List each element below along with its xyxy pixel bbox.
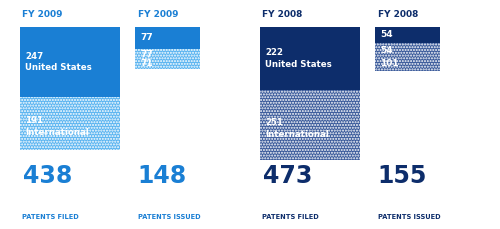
Text: PATENTS ISSUED: PATENTS ISSUED [378, 214, 440, 220]
Text: 71: 71 [140, 59, 152, 68]
Text: 222
United States: 222 United States [265, 48, 332, 69]
Bar [135, 49, 200, 69]
Text: 101: 101 [380, 59, 398, 68]
Bar [260, 90, 360, 160]
Bar [375, 43, 440, 71]
Text: FY 2008: FY 2008 [262, 11, 303, 19]
Text: PATENTS FILED: PATENTS FILED [22, 214, 79, 220]
Bar [375, 43, 440, 71]
Text: 77: 77 [140, 50, 153, 59]
Bar [20, 97, 120, 150]
Bar [135, 49, 200, 69]
Bar [375, 27, 440, 43]
Text: 438: 438 [22, 164, 72, 188]
Text: FY 2009: FY 2009 [22, 11, 63, 19]
Text: PATENTS ISSUED: PATENTS ISSUED [138, 214, 200, 220]
Bar [135, 27, 200, 49]
Bar [20, 97, 120, 150]
Text: 155: 155 [378, 164, 427, 188]
Bar [260, 90, 360, 160]
Bar [20, 27, 120, 97]
Text: 191
International: 191 International [25, 116, 89, 136]
Text: 473: 473 [262, 164, 312, 188]
Text: FY 2009: FY 2009 [138, 11, 178, 19]
Text: 247
United States: 247 United States [25, 52, 92, 72]
Text: 77: 77 [140, 33, 153, 42]
Text: 54: 54 [380, 30, 392, 39]
Text: 148: 148 [138, 164, 187, 188]
Text: 54: 54 [380, 46, 392, 55]
Text: FY 2008: FY 2008 [378, 11, 418, 19]
Bar [260, 27, 360, 90]
Text: PATENTS FILED: PATENTS FILED [262, 214, 320, 220]
Text: 251
International: 251 International [265, 118, 329, 139]
